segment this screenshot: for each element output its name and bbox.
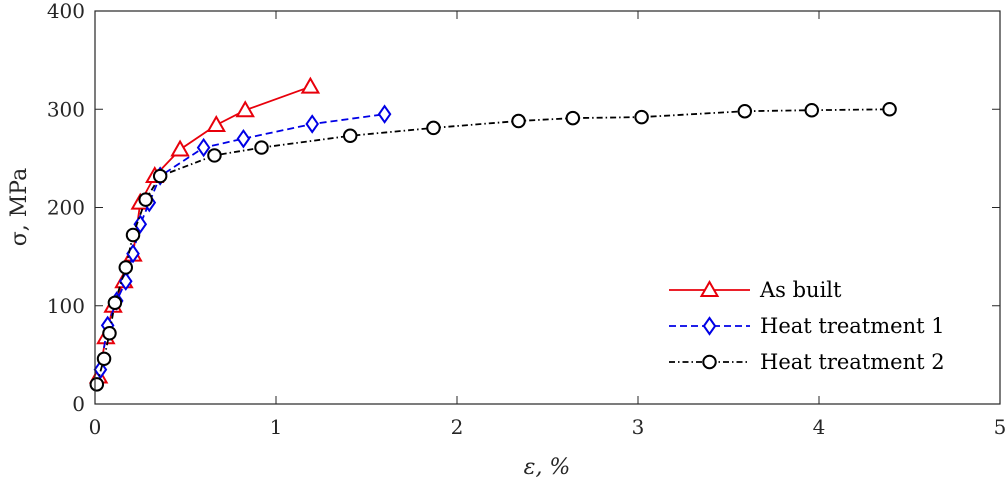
data-point	[634, 109, 649, 125]
data-point	[125, 227, 141, 243]
y-axis-label: σ, MPa	[7, 168, 32, 246]
axis-ticks: 0 1 2 3 4 5 0 100 200 300 400	[47, 0, 1007, 439]
data-point	[426, 120, 441, 136]
x-axis-label: ε, %	[524, 455, 571, 480]
x-tick-label: 1	[270, 415, 283, 439]
data-point	[342, 128, 358, 144]
data-point	[377, 104, 392, 124]
data-point	[152, 168, 168, 184]
data-point	[300, 76, 321, 94]
y-tick-label: 300	[47, 97, 85, 121]
data-point	[89, 377, 105, 392]
data-point	[565, 110, 581, 126]
data-point	[118, 260, 134, 275]
legend-entry: Heat treatment 2	[669, 350, 945, 374]
data-point	[102, 326, 117, 341]
data-point	[133, 214, 148, 234]
data-point	[804, 102, 820, 118]
legend-entry: As built	[669, 278, 842, 302]
legend-label: Heat treatment 2	[760, 350, 945, 374]
legend-label: Heat treatment 1	[760, 314, 945, 338]
y-tick-label: 400	[47, 0, 85, 23]
data-point	[737, 103, 753, 119]
y-tick-label: 200	[47, 196, 85, 220]
x-tick-label: 0	[89, 415, 102, 439]
data-point	[138, 192, 153, 207]
legend-marker	[702, 354, 717, 370]
plot-area	[95, 11, 1000, 404]
data-point	[235, 100, 255, 118]
x-tick-label: 2	[451, 415, 464, 439]
series-line-3	[95, 108, 890, 385]
data-point	[254, 140, 269, 155]
data-point	[107, 295, 123, 311]
x-tick-label: 5	[994, 415, 1007, 439]
data-point	[511, 113, 526, 129]
data-point	[170, 139, 190, 157]
y-tick-label: 100	[47, 294, 85, 318]
x-tick-label: 4	[813, 415, 826, 439]
legend-marker	[699, 279, 720, 297]
legend: As built Heat treatment 1 Heat treatment 2	[669, 278, 945, 374]
series-3	[89, 102, 897, 392]
y-tick-label: 0	[72, 392, 85, 416]
legend-marker	[702, 316, 717, 336]
data-point	[236, 128, 251, 149]
chart-marks	[88, 76, 897, 392]
legend-entry: Heat treatment 1	[669, 314, 945, 338]
legend-label: As built	[759, 278, 842, 302]
data-point	[305, 114, 320, 134]
data-point	[206, 114, 226, 132]
data-point	[96, 351, 112, 367]
data-point	[882, 102, 897, 117]
data-point	[196, 137, 211, 158]
x-tick-label: 3	[632, 415, 645, 439]
data-point	[207, 148, 222, 163]
